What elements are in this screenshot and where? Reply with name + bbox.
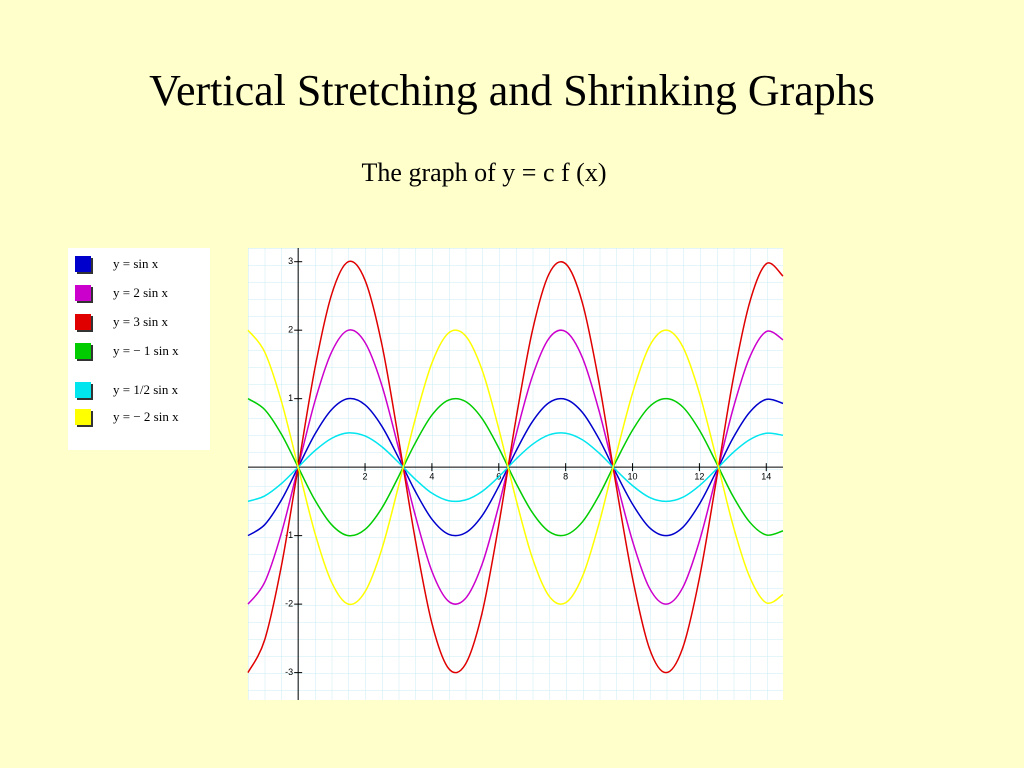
series-line (247, 260, 784, 674)
x-tick-label: 10 (628, 472, 638, 482)
series-line (247, 329, 784, 605)
legend-swatch (75, 409, 91, 425)
legend-swatch (75, 314, 91, 330)
grid (248, 248, 783, 700)
x-tick-label: 14 (761, 472, 771, 482)
y-tick-label: 1 (288, 393, 293, 403)
series-line (247, 432, 784, 503)
legend-swatch (75, 382, 91, 398)
x-tick-label: 8 (563, 472, 568, 482)
legend-swatch (75, 285, 91, 301)
series-line (247, 329, 784, 606)
x-tick-label: 12 (694, 472, 704, 482)
title: Vertical Stretching and Shrinking Graphs (149, 66, 875, 115)
y-tick-label: 2 (288, 325, 293, 335)
legend-label: y = − 1 sin x (113, 343, 179, 358)
legend-label: y = − 2 sin x (113, 409, 179, 424)
y-tick-label: -2 (285, 598, 293, 608)
x-tick-label: 4 (429, 472, 434, 482)
legend-label: y = 3 sin x (113, 314, 169, 329)
legend-label: y = 1/2 sin x (113, 382, 179, 397)
legend-label: y = 2 sin x (113, 285, 169, 300)
legend-swatch (75, 343, 91, 359)
legend-swatch (75, 256, 91, 272)
subtitle: The graph of y = c f (x) (362, 158, 607, 187)
y-tick-label: -3 (285, 667, 293, 677)
y-tick-label: -1 (285, 530, 293, 540)
series-line (247, 397, 784, 537)
series-line (247, 397, 784, 537)
y-tick-label: 3 (288, 256, 293, 266)
x-tick-label: 2 (363, 472, 368, 482)
legend-label: y = sin x (113, 256, 159, 271)
